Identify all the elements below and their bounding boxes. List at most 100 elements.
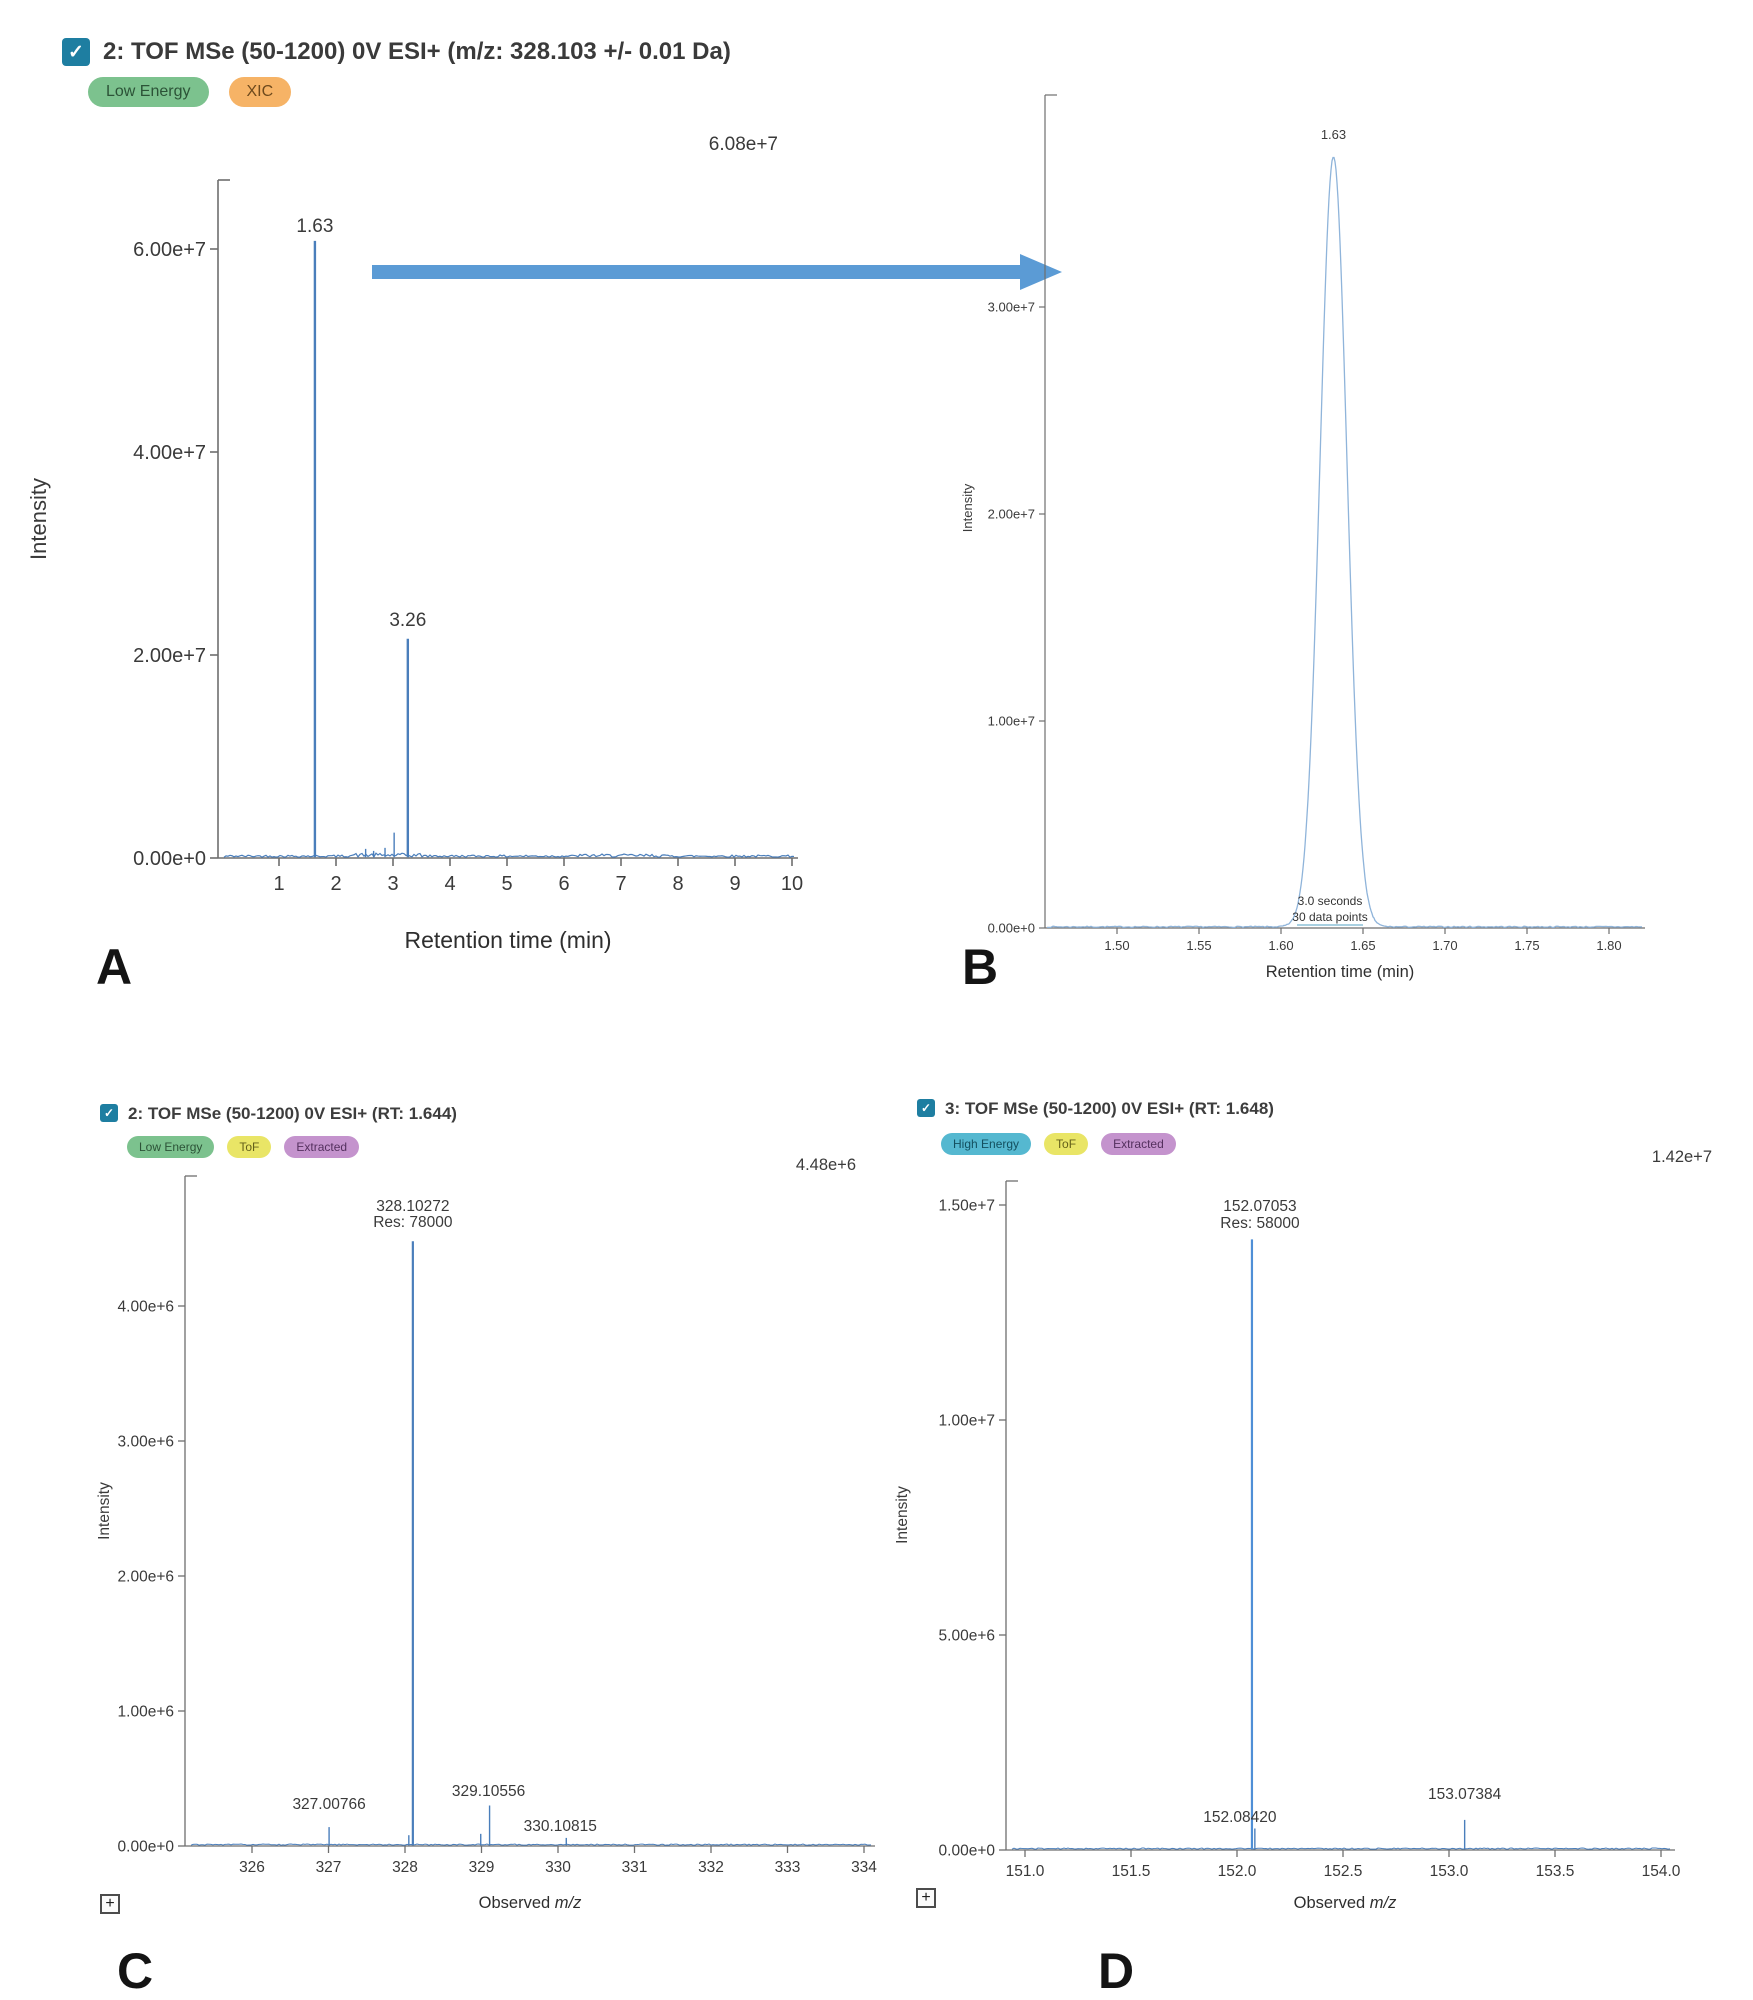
x-tick-label: 1.50 bbox=[1104, 938, 1129, 953]
y-axis-title: Intensity bbox=[894, 1486, 911, 1544]
panel-label-a: A bbox=[96, 939, 133, 995]
x-tick-label: 1.55 bbox=[1186, 938, 1211, 953]
y-tick-label: 2.00e+7 bbox=[988, 507, 1035, 522]
x-axis-title: Retention time (min) bbox=[404, 927, 611, 953]
x-tick-label: 327 bbox=[316, 1859, 342, 1876]
x-tick-label: 326 bbox=[239, 1859, 265, 1876]
x-tick-label: 7 bbox=[615, 873, 626, 895]
panel-c-chart: 0.00e+0 1.00e+6 2.00e+6 3.00e+6 4.00e+6 326 32… bbox=[96, 1156, 877, 1912]
y-tick-label: 6.00e+7 bbox=[133, 239, 206, 261]
x-tick-label: 334 bbox=[851, 1859, 877, 1876]
x-tick-label: 1.80 bbox=[1596, 938, 1621, 953]
trace-checkbox-panel-d[interactable]: ✓ bbox=[917, 1099, 935, 1117]
spectrum-baseline-trace bbox=[190, 1843, 872, 1846]
peak-resolution-label: Res: 78000 bbox=[373, 1214, 453, 1231]
peak-rt-label: 1.63 bbox=[296, 216, 333, 237]
x-tick-label: 153.0 bbox=[1430, 1863, 1469, 1880]
badge-extracted-d: Extracted bbox=[1101, 1133, 1176, 1155]
peak-mz-label: 327.00766 bbox=[292, 1796, 365, 1813]
plus-icon: + bbox=[105, 1895, 115, 1912]
y-tick-label: 1.00e+6 bbox=[118, 1703, 174, 1720]
trace-title-panel-d: 3: TOF MSe (50-1200) 0V ESI+ (RT: 1.648) bbox=[945, 1099, 1274, 1118]
y-tick-label: 5.00e+6 bbox=[939, 1627, 995, 1644]
peak-mz-label: 329.10556 bbox=[452, 1783, 525, 1800]
trace-checkbox-top[interactable]: ✓ bbox=[62, 38, 90, 66]
x-tick-label: 10 bbox=[781, 873, 803, 895]
x-tick-label: 330 bbox=[545, 1859, 571, 1876]
y-tick-label: 3.00e+6 bbox=[118, 1433, 174, 1450]
zoom-xic-trace bbox=[1046, 156, 1643, 929]
y-axis-title: Intensity bbox=[96, 1482, 113, 1540]
zoom-in-button-panel-d[interactable]: + bbox=[916, 1888, 936, 1908]
y-tick-label: 0.00e+0 bbox=[988, 921, 1035, 936]
panel-b-chart: 0.00e+0 1.00e+7 2.00e+7 3.00e+7 1.50 1.55 1.60… bbox=[960, 94, 1645, 981]
trace-title-top: 2: TOF MSe (50-1200) 0V ESI+ (m/z: 328.1… bbox=[103, 38, 731, 65]
plus-icon: + bbox=[921, 1889, 931, 1906]
y-tick-label: 1.50e+7 bbox=[939, 1197, 995, 1214]
y-tick-label: 0.00e+0 bbox=[133, 848, 206, 870]
y-tick-label: 4.00e+6 bbox=[118, 1298, 174, 1315]
x-tick-label: 152.5 bbox=[1324, 1863, 1363, 1880]
peak-mz-label: 152.08420 bbox=[1203, 1809, 1277, 1826]
xic-baseline-trace bbox=[223, 852, 795, 858]
badge-tof-d: ToF bbox=[1044, 1133, 1089, 1155]
badge-low-energy: Low Energy bbox=[88, 77, 209, 107]
peak-annotation-points: 30 data points bbox=[1292, 910, 1367, 924]
badge-xic: XIC bbox=[228, 77, 292, 107]
x-axis-title: Observed m/z bbox=[479, 1894, 582, 1912]
y-tick-label: 4.00e+7 bbox=[133, 442, 206, 464]
x-tick-label: 1.70 bbox=[1432, 938, 1457, 953]
x-tick-label: 151.0 bbox=[1006, 1863, 1045, 1880]
check-icon: ✓ bbox=[920, 1101, 932, 1115]
peak-mz-label: 330.10815 bbox=[524, 1818, 597, 1835]
y-axis-title: Intensity bbox=[960, 483, 975, 532]
peak-resolution-label: Res: 58000 bbox=[1220, 1215, 1300, 1232]
y-tick-label: 1.00e+7 bbox=[988, 714, 1035, 729]
x-tick-label: 329 bbox=[469, 1859, 495, 1876]
zoom-in-button-panel-c[interactable]: + bbox=[100, 1894, 120, 1914]
x-tick-label: 5 bbox=[501, 873, 512, 895]
max-intensity-label: 1.42e+7 bbox=[1652, 1148, 1712, 1166]
x-tick-label: 8 bbox=[672, 873, 683, 895]
check-icon: ✓ bbox=[68, 41, 84, 63]
peak-mz-label: 153.07384 bbox=[1428, 1786, 1502, 1803]
x-axis-title: Observed m/z bbox=[1294, 1894, 1397, 1912]
y-tick-label: 2.00e+6 bbox=[118, 1568, 174, 1585]
panel-a-chart: 0.00e+0 2.00e+7 4.00e+7 6.00e+7 1 2 3 4 5 6 7 8 9 10 I… bbox=[26, 134, 803, 953]
x-tick-label: 1 bbox=[273, 873, 284, 895]
badge-high-energy-d: High Energy bbox=[941, 1133, 1032, 1155]
peak-mz-label: 152.07053 bbox=[1223, 1198, 1296, 1215]
panel-d-chart: 0.00e+0 5.00e+6 1.00e+7 1.50e+7 151.0 151.5 15… bbox=[894, 1148, 1712, 1912]
trace-title-panel-c: 2: TOF MSe (50-1200) 0V ESI+ (RT: 1.644) bbox=[128, 1104, 457, 1123]
x-axis-title: Retention time (min) bbox=[1266, 963, 1415, 981]
x-tick-label: 333 bbox=[775, 1859, 801, 1876]
zoom-arrow-icon bbox=[372, 254, 1062, 290]
trace-checkbox-panel-c[interactable]: ✓ bbox=[100, 1104, 118, 1122]
x-tick-label: 332 bbox=[698, 1859, 724, 1876]
x-tick-label: 3 bbox=[387, 873, 398, 895]
x-tick-label: 9 bbox=[729, 873, 740, 895]
y-axis-title: Intensity bbox=[26, 478, 51, 560]
x-tick-label: 1.75 bbox=[1514, 938, 1539, 953]
x-tick-label: 6 bbox=[558, 873, 569, 895]
max-intensity-label: 6.08e+7 bbox=[709, 134, 778, 155]
x-tick-label: 151.5 bbox=[1112, 1863, 1151, 1880]
x-tick-label: 2 bbox=[330, 873, 341, 895]
y-tick-label: 1.00e+7 bbox=[939, 1412, 995, 1429]
panel-label-c: C bbox=[117, 1943, 154, 1999]
y-tick-label: 0.00e+0 bbox=[118, 1838, 175, 1855]
badge-low-energy-c: Low Energy bbox=[127, 1136, 215, 1158]
y-tick-label: 0.00e+0 bbox=[939, 1842, 996, 1859]
x-tick-label: 1.65 bbox=[1350, 938, 1375, 953]
x-tick-label: 4 bbox=[444, 873, 455, 895]
badge-tof-c: ToF bbox=[227, 1136, 272, 1158]
x-tick-label: 154.0 bbox=[1642, 1863, 1681, 1880]
x-tick-label: 153.5 bbox=[1536, 1863, 1575, 1880]
peak-rt-label: 1.63 bbox=[1321, 127, 1346, 142]
badge-extracted-c: Extracted bbox=[284, 1136, 360, 1158]
x-tick-label: 1.60 bbox=[1268, 938, 1293, 953]
check-icon: ✓ bbox=[103, 1106, 115, 1120]
peak-annotation-seconds: 3.0 seconds bbox=[1298, 894, 1363, 908]
